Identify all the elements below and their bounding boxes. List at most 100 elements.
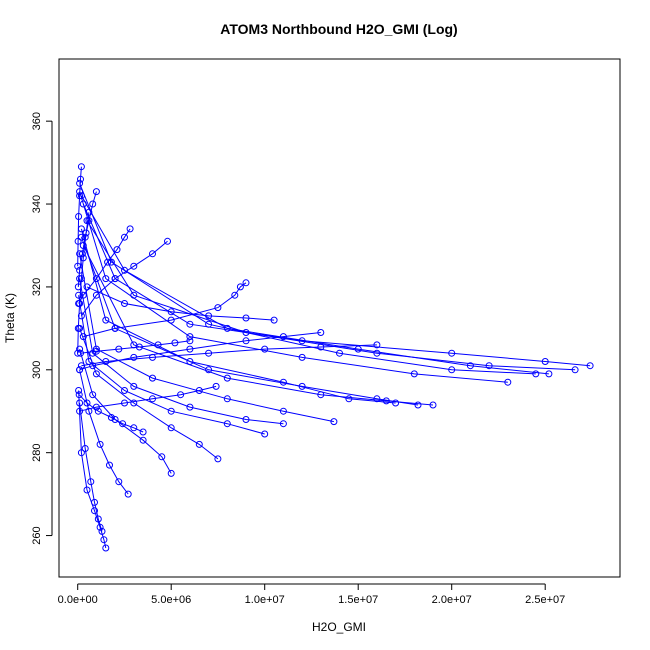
y-tick-label: 340 <box>31 195 43 213</box>
data-point <box>111 416 119 423</box>
series-profile-16 <box>76 399 106 535</box>
data-point <box>414 401 422 409</box>
series-profile-19 <box>77 237 171 320</box>
series-profile-23 <box>77 341 381 370</box>
x-axis: 0.0e+00 5.0e+06 1.0e+07 1.5e+07 2.0e+07 2.5e+… <box>58 583 565 606</box>
data-point <box>126 225 134 233</box>
data-point <box>205 320 213 328</box>
series-line <box>79 278 284 425</box>
y-tick-label: 300 <box>31 361 43 379</box>
data-point <box>77 163 85 171</box>
data-point <box>85 407 93 415</box>
data-point <box>167 308 175 316</box>
series-line <box>86 286 275 321</box>
data-point <box>242 337 250 345</box>
series-line <box>79 385 217 412</box>
series-profile-10 <box>76 275 287 428</box>
series-group <box>74 163 594 552</box>
series-profile-8 <box>77 225 400 407</box>
data-point <box>466 362 474 370</box>
data-point <box>111 324 119 332</box>
data-point <box>532 370 540 378</box>
data-point <box>83 399 91 407</box>
series-profile-17 <box>79 279 250 341</box>
data-point <box>78 250 86 258</box>
data-point <box>74 324 82 332</box>
data-point <box>96 440 104 448</box>
data-point <box>571 366 579 374</box>
data-point <box>130 262 138 270</box>
y-axis: 260 280 300 320 340 360 <box>31 112 53 545</box>
series-line <box>78 390 107 549</box>
data-point <box>102 544 110 552</box>
y-tick-label: 260 <box>31 526 43 544</box>
data-point <box>104 258 112 266</box>
data-point <box>242 279 250 287</box>
series-line <box>80 237 419 406</box>
series-profile-26 <box>74 163 85 270</box>
data-point <box>279 420 287 428</box>
x-axis-label: H2O_GMI <box>312 620 366 634</box>
data-point <box>205 312 213 320</box>
data-point <box>75 391 83 399</box>
series-line <box>79 328 219 460</box>
data-point <box>149 353 156 361</box>
data-point <box>91 498 98 506</box>
data-point <box>89 391 97 399</box>
data-point <box>279 333 287 341</box>
data-point <box>85 208 93 216</box>
data-point <box>139 428 147 436</box>
series-profile-13 <box>76 345 175 477</box>
data-point <box>223 324 231 332</box>
data-point <box>113 246 121 254</box>
data-point <box>223 374 231 382</box>
series-line <box>83 282 247 338</box>
data-point <box>223 395 231 403</box>
data-point <box>81 445 89 452</box>
data-point <box>121 399 128 407</box>
data-point <box>186 333 194 341</box>
series-line <box>78 394 144 433</box>
chart-title: ATOM3 Northbound H2O_GMI (Log) <box>220 21 457 37</box>
data-point <box>85 217 93 225</box>
data-point <box>89 349 97 357</box>
series-line <box>77 212 90 354</box>
data-point <box>92 188 100 196</box>
data-point <box>448 366 456 374</box>
data-point <box>317 329 325 336</box>
data-point <box>121 233 128 241</box>
data-point <box>392 399 400 407</box>
series-profile-20 <box>75 225 134 307</box>
data-point <box>214 304 222 312</box>
data-point <box>130 382 138 390</box>
data-point <box>102 275 110 283</box>
data-point <box>77 312 85 320</box>
data-point <box>130 399 138 407</box>
x-tick-label: 0.0e+00 <box>58 594 98 606</box>
series-line <box>79 402 103 532</box>
series-line <box>77 166 82 267</box>
data-point <box>76 179 84 187</box>
data-point <box>373 349 381 357</box>
data-point <box>130 424 138 432</box>
data-point <box>92 275 100 283</box>
series-line <box>78 295 265 435</box>
data-point <box>82 229 90 237</box>
data-point <box>236 283 244 291</box>
series-profile-25 <box>74 208 93 357</box>
data-point <box>167 316 175 324</box>
data-point <box>279 378 287 386</box>
data-point <box>242 314 250 322</box>
data-point <box>115 478 123 486</box>
data-point <box>89 362 97 370</box>
series-line <box>79 332 321 371</box>
data-point <box>77 349 84 357</box>
series-line <box>79 183 536 375</box>
data-point <box>373 341 381 349</box>
data-point <box>121 387 128 394</box>
data-point <box>154 341 162 349</box>
data-point <box>75 213 83 220</box>
data-point <box>242 329 250 336</box>
data-point <box>76 345 84 353</box>
data-point <box>102 316 110 324</box>
